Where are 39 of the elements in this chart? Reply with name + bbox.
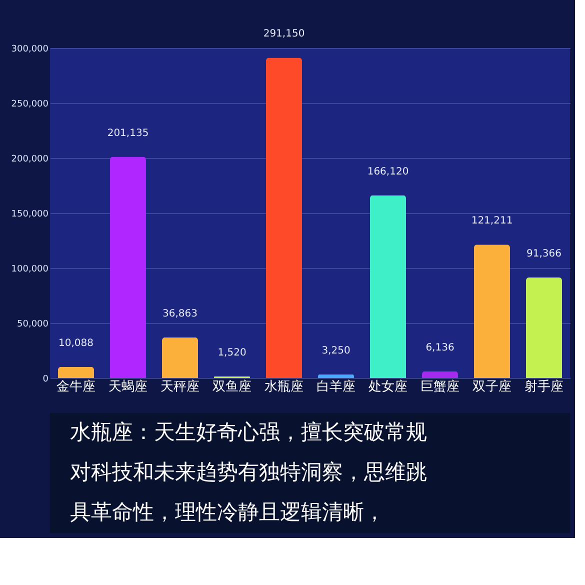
y-tick-label: 150,000 xyxy=(11,210,49,220)
x-tick-label: 天秤座 xyxy=(160,378,200,394)
x-tick-label: 白羊座 xyxy=(316,378,356,394)
data-label: 91,366 xyxy=(526,248,562,260)
data-label: 166,120 xyxy=(367,166,409,178)
y-tick-label: 250,000 xyxy=(11,100,49,110)
x-tick-label: 处女座 xyxy=(368,378,408,394)
x-tick-label: 金牛座 xyxy=(56,378,96,394)
data-label: 6,136 xyxy=(426,342,454,354)
bar xyxy=(526,277,562,378)
x-tick-label: 天蝎座 xyxy=(108,378,148,394)
text: 具革命性，理性冷静且逻辑清晰， xyxy=(70,500,385,524)
x-tick-label: 双子座 xyxy=(472,378,512,394)
data-label: 10,088 xyxy=(58,338,94,349)
bar xyxy=(474,244,510,378)
bar xyxy=(318,374,354,378)
data-label: 121,211 xyxy=(471,216,513,227)
text: 水瓶座：天生好奇心强，擅长突破常规 xyxy=(70,420,427,444)
x-tick-label: 水瓶座 xyxy=(264,378,304,394)
data-label: 1,520 xyxy=(218,347,246,358)
bar xyxy=(266,58,302,378)
x-tick-label: 射手座 xyxy=(524,378,564,394)
y-tick-label: 100,000 xyxy=(11,264,49,274)
bar xyxy=(162,337,198,378)
bar xyxy=(58,366,94,378)
data-label: 201,135 xyxy=(107,128,149,139)
y-tick-label: 200,000 xyxy=(11,154,49,164)
y-tick-label: 50,000 xyxy=(17,320,49,330)
bar xyxy=(370,195,406,378)
data-label: 3,250 xyxy=(322,345,350,356)
x-tick-label: 巨蟹座 xyxy=(420,378,460,394)
bar xyxy=(422,371,458,378)
y-tick-label: 300,000 xyxy=(11,44,49,54)
x-tick-label: 双鱼座 xyxy=(212,378,252,394)
data-label: 291,150 xyxy=(263,28,305,40)
text: 对科技和未来趋势有独特洞察，思维跳 xyxy=(70,460,427,484)
bar xyxy=(110,156,146,378)
y-tick-label: 0 xyxy=(42,374,49,384)
data-label: 36,863 xyxy=(162,308,198,320)
